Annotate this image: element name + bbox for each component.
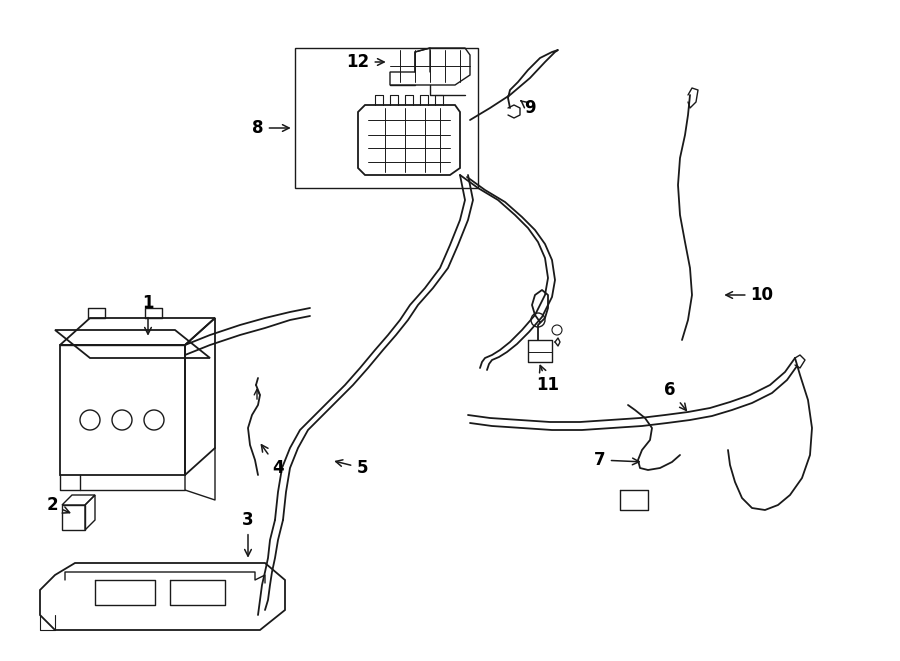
Text: 8: 8 [252, 119, 289, 137]
Text: 6: 6 [664, 381, 687, 410]
Text: 3: 3 [242, 511, 254, 556]
Text: 10: 10 [726, 286, 773, 304]
Bar [295, 48, 478, 188]
Text: 7: 7 [594, 451, 639, 469]
Text: 5: 5 [336, 459, 368, 477]
Text: 11: 11 [536, 366, 560, 394]
Text: 12: 12 [346, 53, 384, 71]
Text: 4: 4 [261, 445, 284, 477]
Text: 2: 2 [46, 496, 69, 514]
Text: 9: 9 [521, 99, 535, 117]
Text: 1: 1 [142, 294, 154, 334]
